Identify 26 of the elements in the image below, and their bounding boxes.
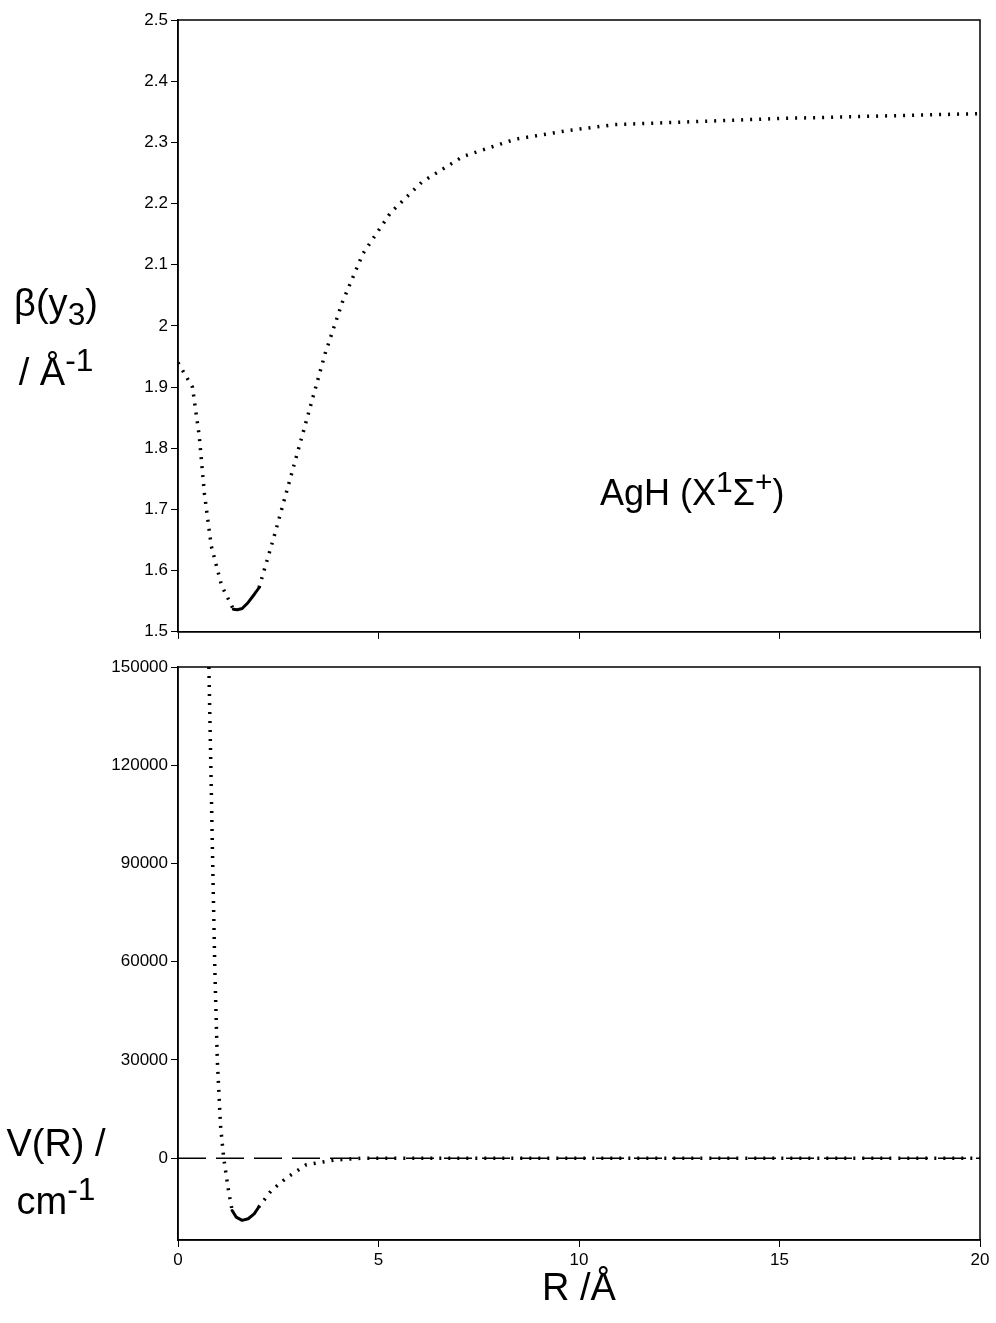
x-tick-label: 0 bbox=[173, 1249, 183, 1269]
y-tick-label: 1.8 bbox=[144, 437, 168, 457]
y-tick-label: 2.1 bbox=[144, 254, 168, 274]
y-axis-title: β(y$_{3}$) / Å$^{-1}$ bbox=[13, 281, 99, 395]
y-tick-label: 60000 bbox=[120, 951, 168, 971]
y-tick-label: 2.4 bbox=[144, 70, 168, 90]
y-tick-label: 1.6 bbox=[144, 560, 168, 580]
x-tick-label: 20 bbox=[970, 1249, 990, 1269]
y-tick-label: 1.9 bbox=[144, 376, 168, 396]
x-tick-label: 10 bbox=[569, 1249, 589, 1269]
y-tick-label: 150000 bbox=[111, 656, 168, 676]
x-axis-title: R /Å bbox=[542, 1266, 616, 1308]
y-tick-label: 1.5 bbox=[144, 621, 168, 641]
y-tick-label: 120000 bbox=[111, 754, 168, 774]
y-tick-label: 2.2 bbox=[144, 193, 168, 213]
y-tick-label: 1.7 bbox=[144, 499, 168, 519]
annotation: AgH (X$^{1}$Σ$^{+}$) bbox=[600, 465, 785, 514]
y-axis-title: V(R) / cm$^{-1}$ bbox=[6, 1121, 106, 1224]
y-tick-label: 2.5 bbox=[144, 9, 168, 29]
y-tick-label: 30000 bbox=[120, 1049, 168, 1069]
x-tick-label: 5 bbox=[373, 1249, 384, 1269]
y-tick-label: 2 bbox=[158, 315, 168, 335]
x-tick-label: 15 bbox=[770, 1249, 789, 1269]
y-tick-label: 2.3 bbox=[144, 132, 168, 152]
y-tick-label: 90000 bbox=[120, 853, 168, 873]
y-tick-label: 0 bbox=[158, 1147, 168, 1167]
